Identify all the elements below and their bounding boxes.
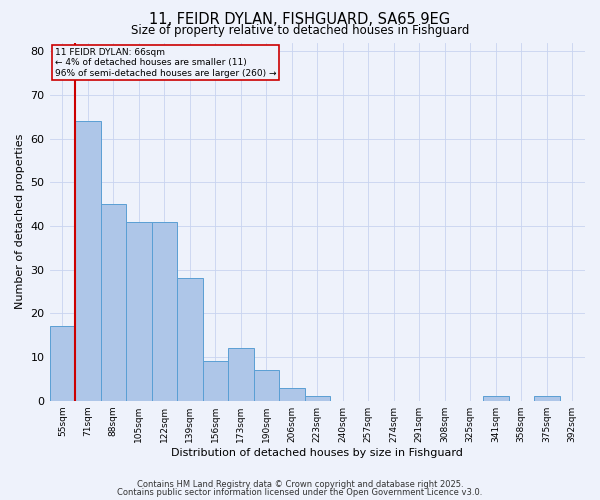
- Bar: [228, 348, 254, 401]
- Bar: [126, 222, 152, 400]
- Text: 11 FEIDR DYLAN: 66sqm
← 4% of detached houses are smaller (11)
96% of semi-detac: 11 FEIDR DYLAN: 66sqm ← 4% of detached h…: [55, 48, 277, 78]
- X-axis label: Distribution of detached houses by size in Fishguard: Distribution of detached houses by size …: [172, 448, 463, 458]
- Bar: [305, 396, 330, 400]
- Bar: [177, 278, 203, 400]
- Bar: [75, 121, 101, 400]
- Text: Contains public sector information licensed under the Open Government Licence v3: Contains public sector information licen…: [118, 488, 482, 497]
- Bar: [50, 326, 75, 400]
- Bar: [279, 388, 305, 400]
- Bar: [534, 396, 560, 400]
- Text: Size of property relative to detached houses in Fishguard: Size of property relative to detached ho…: [131, 24, 469, 37]
- Bar: [203, 362, 228, 401]
- Bar: [101, 204, 126, 400]
- Text: 11, FEIDR DYLAN, FISHGUARD, SA65 9EG: 11, FEIDR DYLAN, FISHGUARD, SA65 9EG: [149, 12, 451, 28]
- Bar: [254, 370, 279, 400]
- Y-axis label: Number of detached properties: Number of detached properties: [15, 134, 25, 310]
- Bar: [152, 222, 177, 400]
- Bar: [483, 396, 509, 400]
- Text: Contains HM Land Registry data © Crown copyright and database right 2025.: Contains HM Land Registry data © Crown c…: [137, 480, 463, 489]
